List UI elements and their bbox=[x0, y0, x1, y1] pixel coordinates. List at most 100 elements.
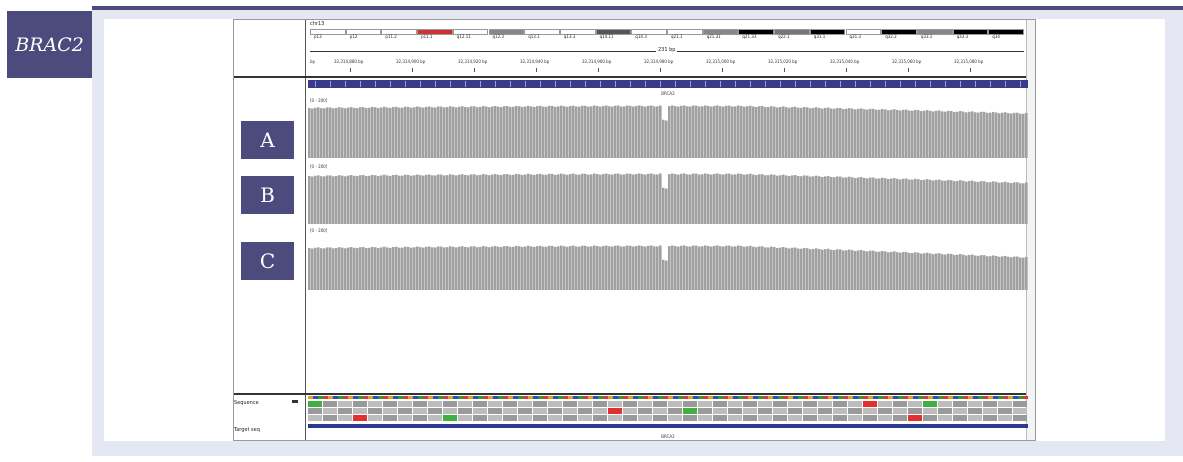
ideogram-band[interactable] bbox=[310, 29, 346, 35]
coverage-bar bbox=[362, 247, 365, 290]
sequence-track[interactable] bbox=[308, 396, 1028, 424]
coverage-bar bbox=[707, 245, 710, 290]
ideogram-band[interactable] bbox=[881, 29, 917, 35]
ideogram-band[interactable] bbox=[952, 29, 989, 35]
base-cell bbox=[318, 396, 323, 399]
codon-marker bbox=[375, 81, 376, 87]
coverage-bar bbox=[824, 249, 827, 290]
amino-acid-cell bbox=[713, 401, 727, 407]
coverage-bar bbox=[1025, 182, 1028, 224]
ideogram-band[interactable] bbox=[667, 29, 703, 35]
coverage-bar bbox=[767, 247, 770, 290]
base-cell bbox=[628, 396, 633, 399]
target-gene-bar[interactable] bbox=[308, 424, 1028, 428]
coverage-bar bbox=[536, 246, 539, 290]
coverage-bar bbox=[806, 107, 809, 158]
coverage-bar bbox=[872, 250, 875, 290]
base-cell bbox=[893, 396, 898, 399]
coverage-bar bbox=[545, 106, 548, 158]
coverage-bar bbox=[401, 107, 404, 158]
coverage-bar bbox=[395, 246, 398, 290]
ideogram-band[interactable] bbox=[809, 29, 846, 35]
coverage-bar bbox=[803, 107, 806, 158]
coverage-bar bbox=[698, 174, 701, 224]
coverage-bar bbox=[404, 246, 407, 290]
coverage-bar bbox=[674, 174, 677, 224]
amino-acid-cell bbox=[908, 415, 922, 421]
amino-acid-cell bbox=[1013, 408, 1027, 414]
amino-acid-cell bbox=[548, 415, 562, 421]
strand-arrow-icon[interactable] bbox=[292, 400, 298, 403]
coverage-track-a[interactable]: [0 - 200] bbox=[308, 98, 1028, 158]
coverage-bar bbox=[530, 174, 533, 224]
coverage-bar bbox=[644, 246, 647, 290]
ideogram-band[interactable] bbox=[916, 29, 953, 35]
ideogram-band[interactable] bbox=[845, 29, 882, 35]
coverage-bar bbox=[881, 250, 884, 290]
amino-acid-cell bbox=[863, 415, 877, 421]
coverage-bar bbox=[689, 106, 692, 158]
ideogram-band[interactable] bbox=[381, 29, 418, 35]
coverage-bar bbox=[596, 106, 599, 158]
chromosome-ideogram[interactable] bbox=[310, 29, 1024, 35]
sequence-track-name[interactable]: Sequence bbox=[234, 400, 259, 406]
coverage-bar bbox=[848, 108, 851, 158]
coverage-bar bbox=[689, 174, 692, 224]
ideogram-band[interactable] bbox=[452, 29, 489, 35]
base-cell bbox=[668, 396, 673, 399]
coverage-bar bbox=[389, 107, 392, 158]
coverage-bar bbox=[452, 106, 455, 158]
coverage-bar bbox=[506, 174, 509, 224]
coverage-bar bbox=[941, 254, 944, 290]
ideogram-band[interactable] bbox=[488, 29, 525, 35]
coverage-range: [0 - 200] bbox=[310, 98, 328, 103]
coverage-track-c[interactable]: [0 - 200] bbox=[308, 228, 1028, 290]
coverage-bar bbox=[866, 178, 869, 224]
coverage-bar bbox=[362, 107, 365, 158]
ideogram-band[interactable] bbox=[988, 29, 1024, 35]
ideogram-band[interactable] bbox=[345, 29, 382, 35]
coverage-bar bbox=[725, 173, 728, 224]
tick-mark bbox=[722, 68, 723, 72]
tick-mark bbox=[846, 68, 847, 72]
base-cell bbox=[948, 396, 953, 399]
amino-acid-cell bbox=[923, 401, 937, 407]
coverage-bar bbox=[995, 112, 998, 158]
base-cell bbox=[488, 396, 493, 399]
amino-acid-cell bbox=[503, 401, 517, 407]
amino-acid-cell bbox=[518, 408, 532, 414]
base-cell bbox=[983, 396, 988, 399]
amino-acid-cell bbox=[698, 408, 712, 414]
coverage-bar bbox=[707, 105, 710, 158]
amino-acid-cell bbox=[548, 401, 562, 407]
ideogram-band[interactable] bbox=[595, 29, 632, 35]
coverage-track-b[interactable]: [0 - 200] bbox=[308, 164, 1028, 224]
band-label: q22.1 bbox=[778, 34, 790, 39]
band-label: p11.2 bbox=[385, 34, 397, 39]
coverage-bar bbox=[812, 107, 815, 158]
coverage-bar bbox=[686, 106, 689, 158]
coverage-bar bbox=[902, 178, 905, 224]
ideogram-band[interactable] bbox=[559, 29, 596, 35]
vertical-scrollbar[interactable] bbox=[1026, 20, 1035, 440]
base-cell bbox=[713, 396, 718, 399]
coverage-bar bbox=[869, 250, 872, 290]
coverage-bar bbox=[494, 173, 497, 224]
base-cell bbox=[613, 396, 618, 399]
coverage-bar bbox=[929, 179, 932, 224]
ideogram-band[interactable] bbox=[702, 29, 739, 35]
ideogram-band[interactable] bbox=[417, 29, 453, 35]
base-cell bbox=[988, 396, 993, 399]
target-track-name[interactable]: Target seq bbox=[234, 427, 260, 433]
coverage-bar bbox=[968, 111, 971, 158]
coverage-bar bbox=[572, 105, 575, 158]
base-cell bbox=[538, 396, 543, 399]
ideogram-band[interactable] bbox=[524, 29, 560, 35]
coverage-bar bbox=[641, 106, 644, 158]
coverage-bar bbox=[557, 174, 560, 224]
coverage-bar bbox=[782, 247, 785, 290]
sample-badge-b: B bbox=[241, 176, 294, 214]
ideogram-band[interactable] bbox=[738, 29, 775, 35]
ideogram-band[interactable] bbox=[774, 29, 810, 35]
ideogram-band[interactable] bbox=[631, 29, 667, 35]
